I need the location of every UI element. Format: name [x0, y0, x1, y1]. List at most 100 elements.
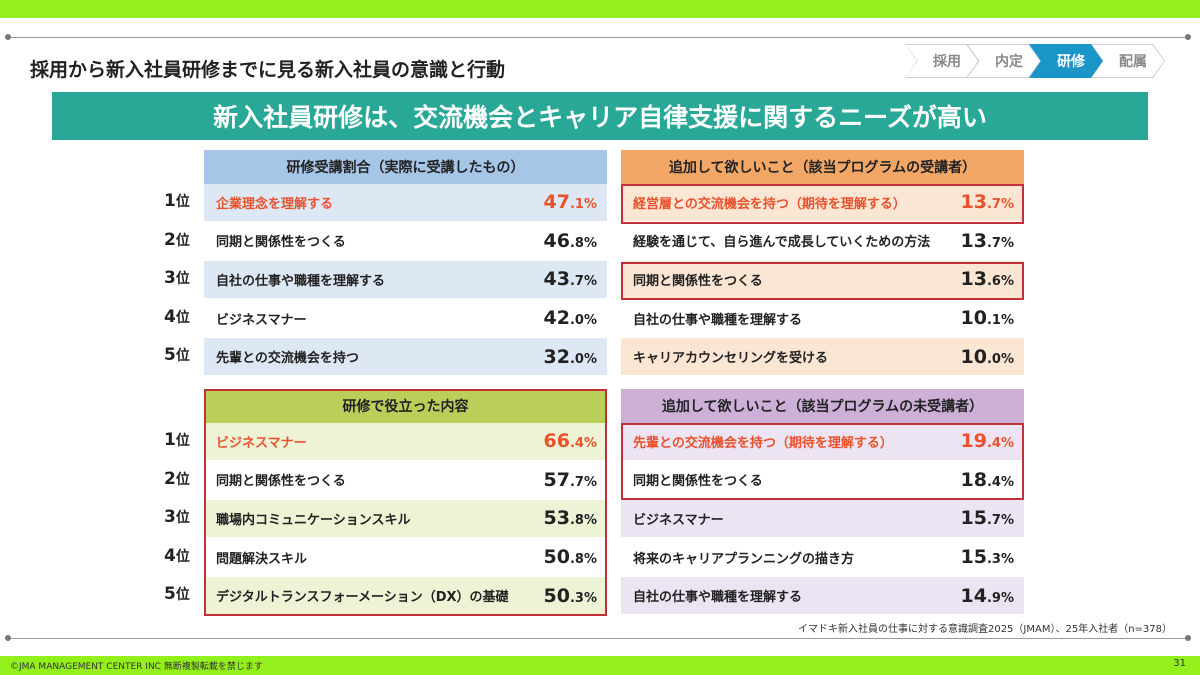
value-integer: 18: [960, 468, 987, 491]
value-integer: 13: [960, 191, 987, 214]
value-decimal: .3%: [986, 552, 1014, 568]
rank-suffix: 位: [175, 510, 190, 527]
panel-header: 追加して欲しいこと（該当プログラムの未受講者）: [621, 389, 1024, 423]
value-decimal: .7%: [569, 474, 597, 490]
rank-suffix: 位: [175, 194, 190, 210]
table-row: 同期と関係性をつくる 46.8%: [204, 222, 607, 260]
value-decimal: .8%: [569, 552, 597, 568]
divider-dot-left: [5, 34, 11, 40]
row-label: ビジネスマナー: [216, 435, 307, 451]
rank-suffix: 位: [175, 309, 190, 326]
table-row: 経験を通じて、自ら進んで成長していくための方法 13.7%: [621, 222, 1024, 260]
rank-suffix: 位: [175, 548, 190, 565]
step-training: 研修: [1029, 44, 1103, 78]
rank-suffix: 位: [175, 433, 190, 449]
value-decimal: .4%: [986, 474, 1014, 490]
row-label: キャリアカウンセリングを受ける: [633, 351, 829, 367]
rank-label: 2位: [164, 230, 190, 250]
value-decimal: .6%: [986, 274, 1014, 290]
row-label: 職場内コミュニケーションスキル: [216, 512, 411, 528]
table-row: 経営層との交流機会を持つ（期待を理解する） 13.7%: [621, 184, 1024, 221]
row-label: 将来のキャリアプランニングの描き方: [633, 551, 855, 567]
rank-number: 2: [164, 229, 176, 250]
rank-label: 3位: [164, 507, 190, 527]
rank-label: 3位: [164, 268, 190, 288]
rank-label: 2位: [164, 469, 190, 489]
rank-suffix: 位: [175, 232, 190, 249]
table-row: 先輩との交流機会を持つ（期待を理解する） 19.4%: [621, 423, 1024, 460]
row-value: 50.3%: [544, 585, 597, 607]
value-integer: 15: [960, 546, 987, 569]
row-label: 同期と関係性をつくる: [216, 235, 346, 251]
value-decimal: .9%: [986, 590, 1014, 606]
header-divider: [8, 37, 1188, 38]
rank-number: 3: [164, 268, 176, 289]
top-accent-bar: [0, 0, 1200, 18]
row-label: 先輩との交流機会を持つ（期待を理解する）: [633, 435, 893, 451]
row-value: 66.4%: [544, 430, 597, 452]
value-decimal: .4%: [986, 436, 1014, 452]
value-decimal: .1%: [569, 197, 597, 213]
value-integer: 46: [543, 229, 570, 252]
step-recruit: 採用: [905, 44, 979, 78]
rank-label: 5位: [164, 345, 190, 365]
row-value: 19.4%: [961, 430, 1014, 452]
value-decimal: .0%: [569, 351, 597, 367]
rank-label: 5位: [164, 584, 190, 604]
panel-training-attendance: 研修受講割合（実際に受講したもの） 企業理念を理解する 47.1% 同期と関係性をつく…: [204, 150, 607, 377]
row-label: 自社の仕事や職種を理解する: [633, 590, 803, 606]
row-value: 10.1%: [961, 307, 1014, 329]
panel-header: 研修受講割合（実際に受講したもの）: [204, 150, 607, 184]
row-label: 企業理念を理解する: [216, 196, 334, 212]
rank-number: 1: [164, 191, 176, 211]
rank-suffix: 位: [175, 471, 190, 488]
row-value: 50.8%: [544, 546, 597, 568]
footer-dot-left: [5, 635, 11, 641]
table-row: 同期と関係性をつくる 57.7%: [204, 461, 607, 499]
footer-divider: [8, 638, 1188, 639]
value-integer: 10: [960, 307, 987, 330]
rank-number: 3: [164, 507, 176, 528]
row-label: 先輩との交流機会を持つ: [216, 351, 359, 367]
headline-banner: 新入社員研修は、交流機会とキャリア自律支援に関するニーズが高い: [52, 92, 1148, 140]
panel-useful-content: 研修で役立った内容 ビジネスマナー 66.4% 同期と関係性をつくる 57.7% 職場内コ…: [204, 389, 607, 616]
table-row: ビジネスマナー 15.7%: [621, 500, 1024, 537]
bottom-accent-bar: [0, 656, 1200, 675]
step-assignment: 配属: [1091, 44, 1165, 78]
value-integer: 50: [543, 584, 570, 607]
rank-label: 4位: [164, 307, 190, 327]
rank-number: 5: [164, 345, 176, 366]
row-label: ビジネスマナー: [216, 312, 307, 328]
row-label: 問題解決スキル: [216, 551, 308, 567]
row-value: 13.7%: [961, 191, 1014, 213]
row-value: 13.6%: [961, 268, 1014, 290]
row-label: 自社の仕事や職種を理解する: [216, 273, 386, 289]
table-row: 企業理念を理解する 47.1%: [204, 184, 607, 221]
rank-suffix: 位: [175, 271, 190, 288]
value-decimal: .7%: [986, 235, 1014, 251]
row-value: 14.9%: [961, 585, 1014, 607]
footer-dot-right: [1185, 635, 1191, 641]
row-label: 経営層との交流機会を持つ（期待を理解する）: [633, 196, 906, 212]
value-integer: 43: [543, 268, 570, 291]
value-integer: 47: [543, 191, 570, 214]
value-integer: 42: [543, 307, 570, 330]
row-value: 15.7%: [961, 507, 1014, 529]
rank-number: 1: [164, 430, 176, 450]
row-label: デジタルトランスフォーメーション（DX）の基礎: [216, 590, 509, 606]
row-label: 同期と関係性をつくる: [633, 474, 763, 490]
row-label: 自社の仕事や職種を理解する: [633, 312, 803, 328]
row-value: 32.0%: [544, 346, 597, 368]
table-row: 自社の仕事や職種を理解する 14.9%: [621, 577, 1024, 614]
table-row: キャリアカウンセリングを受ける 10.0%: [621, 338, 1024, 375]
panel-wishes-non-attendees: 追加して欲しいこと（該当プログラムの未受講者） 先輩との交流機会を持つ（期待を理解…: [621, 389, 1024, 616]
row-value: 10.0%: [961, 346, 1014, 368]
table-row: ビジネスマナー 66.4%: [204, 423, 607, 460]
page-number: 31: [1173, 658, 1186, 669]
value-decimal: .8%: [569, 513, 597, 529]
table-row: 同期と関係性をつくる 18.4%: [621, 461, 1024, 499]
table-row: 自社の仕事や職種を理解する 43.7%: [204, 261, 607, 298]
value-decimal: .0%: [986, 351, 1014, 367]
value-integer: 57: [543, 468, 570, 491]
value-integer: 66: [543, 430, 570, 453]
